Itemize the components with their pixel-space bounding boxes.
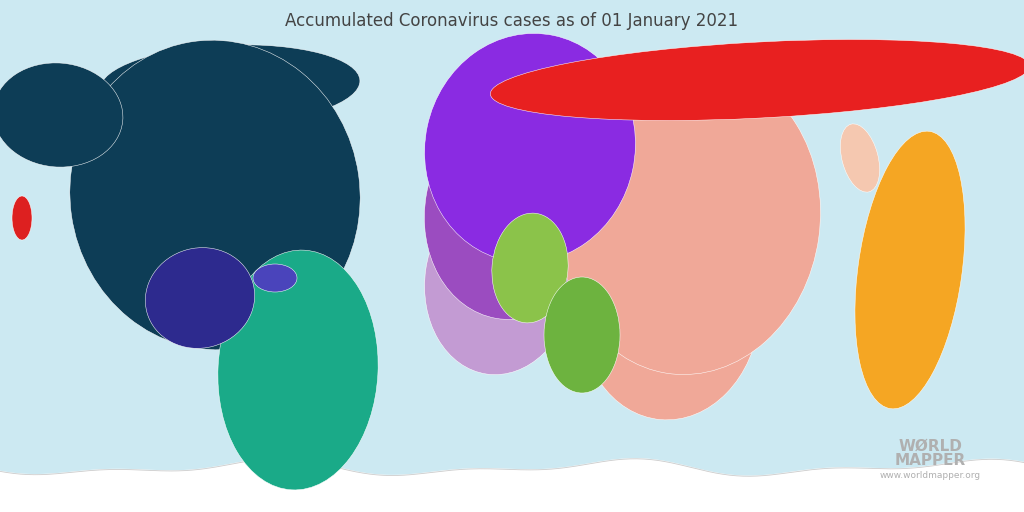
Ellipse shape [253, 264, 297, 292]
Ellipse shape [100, 45, 359, 125]
Ellipse shape [855, 131, 965, 409]
Ellipse shape [425, 185, 575, 375]
Ellipse shape [544, 277, 620, 393]
Ellipse shape [145, 248, 255, 348]
Ellipse shape [425, 33, 636, 263]
Ellipse shape [0, 63, 123, 167]
Text: Accumulated Coronavirus cases as of 01 January 2021: Accumulated Coronavirus cases as of 01 J… [286, 12, 738, 30]
Ellipse shape [424, 100, 605, 319]
Text: MAPPER: MAPPER [894, 453, 966, 468]
Text: www.worldmapper.org: www.worldmapper.org [880, 471, 981, 480]
Ellipse shape [841, 124, 880, 192]
Ellipse shape [12, 196, 32, 240]
Ellipse shape [559, 66, 820, 375]
Ellipse shape [492, 213, 568, 323]
Ellipse shape [580, 200, 760, 420]
Ellipse shape [490, 39, 1024, 120]
Text: WØRLD: WØRLD [898, 439, 962, 454]
Ellipse shape [70, 40, 360, 350]
Ellipse shape [218, 250, 378, 490]
